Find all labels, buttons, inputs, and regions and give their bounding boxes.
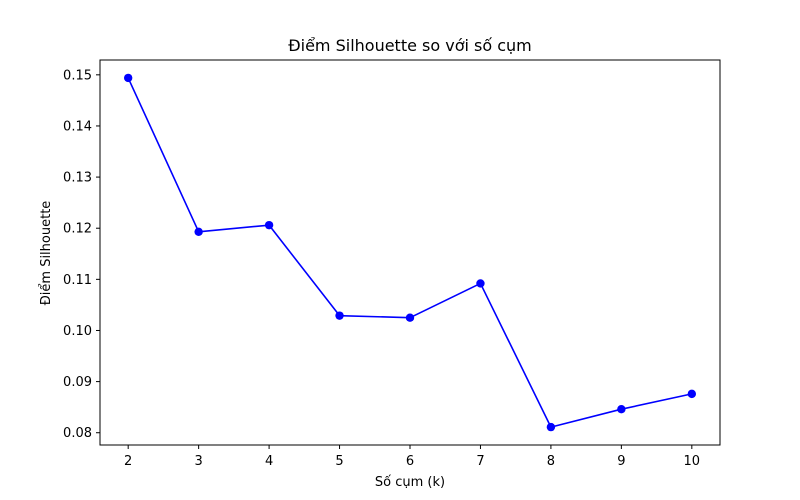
y-axis-title: Điểm Silhouette — [39, 201, 54, 306]
x-axis-title: Số cụm (k) — [375, 475, 445, 490]
data-point — [476, 279, 485, 288]
x-tick-label: 4 — [265, 454, 273, 469]
x-tick-label: 5 — [335, 454, 343, 469]
y-tick-label: 0.14 — [63, 119, 92, 134]
chart-title: Điểm Silhouette so với số cụm — [288, 36, 532, 55]
y-tick-label: 0.09 — [63, 375, 92, 390]
y-tick-label: 0.08 — [63, 426, 92, 441]
x-tick-label: 9 — [617, 454, 625, 469]
y-tick-label: 0.15 — [63, 68, 92, 83]
y-tick-label: 0.11 — [63, 273, 92, 288]
data-point — [546, 422, 556, 432]
y-tick-label: 0.12 — [63, 222, 92, 237]
data-point — [123, 73, 133, 83]
data-point — [335, 311, 344, 320]
y-axis: 0.08 0.09 0.10 0.11 0.12 0.13 0.14 0.15 — [63, 68, 100, 441]
y-tick-label: 0.10 — [63, 324, 92, 339]
data-point — [687, 389, 697, 399]
x-tick-label: 10 — [684, 454, 701, 469]
x-tick-label: 8 — [547, 454, 555, 469]
y-tick-label: 0.13 — [63, 171, 92, 186]
data-point — [194, 227, 203, 236]
x-tick-label: 7 — [476, 454, 484, 469]
data-point — [264, 220, 274, 230]
x-tick-label: 3 — [194, 454, 202, 469]
x-tick-label: 2 — [124, 454, 132, 469]
data-point — [617, 405, 626, 414]
data-point — [405, 313, 415, 322]
series-layer — [123, 73, 697, 432]
x-axis: 2 3 4 5 6 7 8 9 10 — [124, 445, 700, 469]
x-tick-label: 6 — [406, 454, 414, 469]
